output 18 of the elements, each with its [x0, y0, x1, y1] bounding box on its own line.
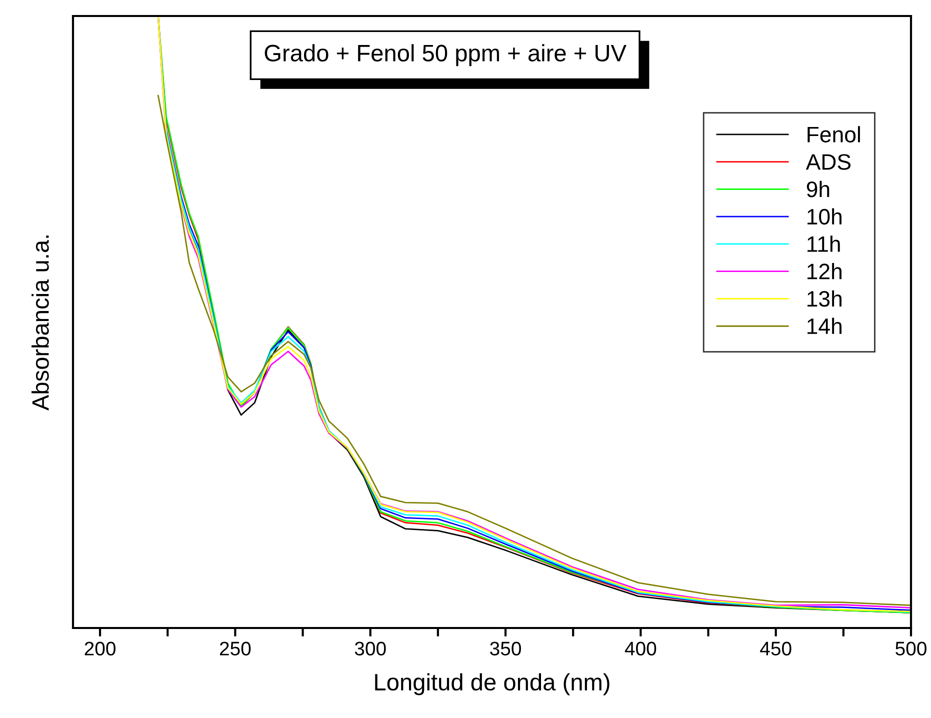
legend-label: 13h	[808, 290, 842, 307]
legend-label: ADS	[806, 154, 851, 170]
x-tick-label: 450	[760, 642, 792, 656]
legend-label: 14h	[808, 318, 842, 334]
text: Grado + Fenol 50 ppm + aire + UV	[264, 44, 626, 66]
legend-label: 11h	[808, 236, 840, 252]
legend-label: 9h	[806, 180, 830, 198]
x-tick-label: 350	[490, 642, 521, 656]
x-tick-label: 250	[220, 642, 251, 656]
legend-label: 12h	[808, 263, 842, 280]
x-tick-label: 500	[896, 642, 926, 656]
legend-label: Fenol	[808, 126, 860, 142]
legend-label: 10h	[808, 208, 842, 225]
y-axis-title: Absorbancia u.a.	[32, 236, 49, 411]
x-tick-label: 300	[354, 642, 386, 656]
x-tick-label: 200	[84, 642, 116, 656]
x-axis-title: Longitud de onda (nm)	[375, 673, 610, 696]
x-tick-label: 400	[624, 642, 656, 656]
